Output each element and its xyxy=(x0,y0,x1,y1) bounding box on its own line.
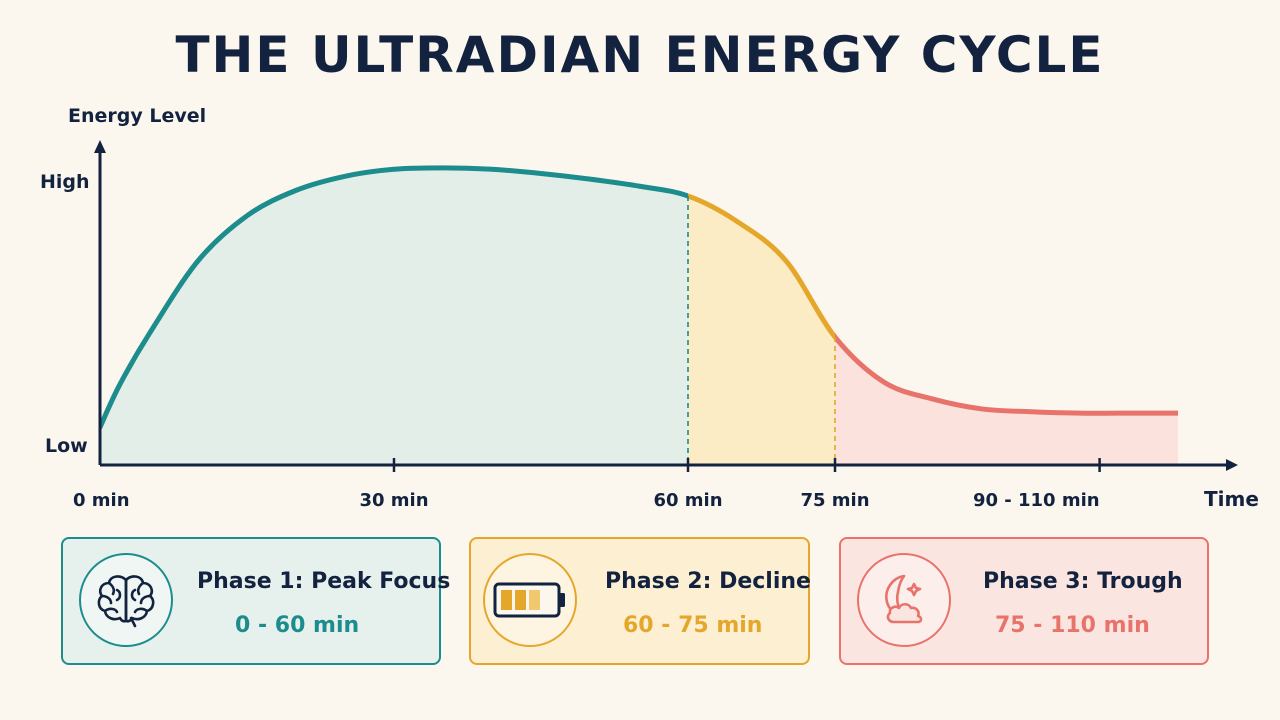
brain-icon-badge xyxy=(79,553,173,647)
phase-1-curve xyxy=(100,165,688,430)
y-axis-arrow xyxy=(94,140,106,153)
x-tick-label: 90 - 110 min xyxy=(973,490,1100,511)
energy-chart: Energy Level High Low 0 min 30 min 60 min 75 m… xyxy=(40,105,1259,511)
x-tick-label: 30 min xyxy=(359,490,428,511)
x-axis-arrow xyxy=(1226,459,1238,471)
phase-1-area xyxy=(100,167,688,465)
phase-1-range: 0 - 60 min xyxy=(235,613,360,638)
battery-icon-badge xyxy=(483,553,577,647)
x-tick-label: 60 min xyxy=(653,490,722,511)
x-tick-label: 75 min xyxy=(800,490,869,511)
phase-card-trough: Phase 3: Trough 75 - 110 min xyxy=(839,537,1209,665)
phase-2-area xyxy=(688,196,835,465)
moon-cloud-icon xyxy=(885,574,923,624)
phase-2-range: 60 - 75 min xyxy=(623,613,763,638)
x-tick-label: 0 min xyxy=(73,490,130,511)
phase-3-range: 75 - 110 min xyxy=(995,613,1150,638)
phase-card-decline: Phase 2: Decline 60 - 75 min xyxy=(469,537,811,665)
x-axis-label: Time xyxy=(1204,487,1259,511)
phase-3-area xyxy=(835,337,1178,465)
phase-2-title: Phase 2: Decline xyxy=(605,569,811,594)
brain-icon xyxy=(97,575,155,628)
chart-title: THE ULTRADIAN ENERGY CYCLE xyxy=(175,26,1105,84)
phase-card-peak-focus: Phase 1: Peak Focus 0 - 60 min xyxy=(61,537,450,665)
moon-cloud-icon-badge xyxy=(857,553,951,647)
battery-icon xyxy=(493,582,565,618)
phase-3-curve xyxy=(835,332,1178,416)
y-tick-label-high: High xyxy=(40,171,90,193)
y-tick-label-low: Low xyxy=(45,435,88,457)
y-axis-label: Energy Level xyxy=(68,105,206,127)
phase-1-title: Phase 1: Peak Focus xyxy=(197,569,451,594)
phase-3-title: Phase 3: Trough xyxy=(983,569,1183,594)
